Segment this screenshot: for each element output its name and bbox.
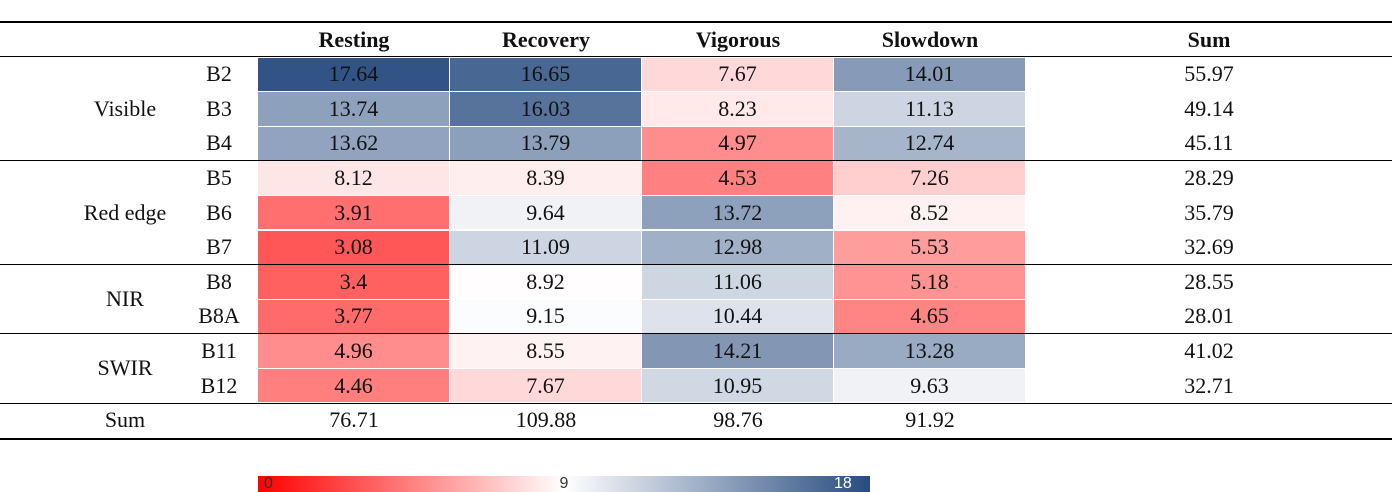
heat-cell: 4.97 <box>642 126 833 161</box>
column-sum: 98.76 <box>713 407 763 433</box>
top-rule <box>0 21 1392 23</box>
heat-cell: 8.52 <box>834 195 1025 230</box>
heat-cell: 3.77 <box>258 299 449 334</box>
colorbar-tick-label: 0 <box>264 475 273 492</box>
heat-cell: 8.55 <box>450 334 641 368</box>
row-sum: 49.14 <box>1184 95 1234 121</box>
bottom-rule <box>0 437 1392 440</box>
heat-cell: 9.63 <box>834 368 1025 403</box>
heat-cell: 13.28 <box>834 334 1025 368</box>
heat-cell: 13.74 <box>258 92 449 126</box>
heat-cell: 4.65 <box>834 299 1025 334</box>
heat-cell: 10.44 <box>642 299 833 334</box>
row-sum: 35.79 <box>1184 199 1234 225</box>
band-label: B7 <box>206 234 232 260</box>
band-label: B3 <box>206 95 232 121</box>
band-label: B6 <box>206 199 232 225</box>
heat-cell: 4.96 <box>258 334 449 368</box>
group-rule <box>0 333 1392 335</box>
sum-label: Sum <box>104 407 146 433</box>
group-label: NIR <box>106 286 144 312</box>
heat-cell: 11.06 <box>642 265 833 299</box>
heat-cell: 7.67 <box>642 57 833 92</box>
group-rule <box>0 264 1392 266</box>
colorbar-tick-label: 18 <box>834 475 852 492</box>
heat-cell: 9.15 <box>450 299 641 334</box>
heat-cell: 14.21 <box>642 334 833 368</box>
band-label: B4 <box>206 130 232 156</box>
heat-cell: 12.98 <box>642 230 833 265</box>
column-header: Resting <box>318 26 390 52</box>
column-header: Vigorous <box>695 26 781 52</box>
group-label: SWIR <box>97 355 153 381</box>
heat-cell: 5.18 <box>834 265 1025 299</box>
heat-cell: 3.08 <box>258 230 449 265</box>
band-label: B11 <box>201 338 237 364</box>
row-sum: 45.11 <box>1184 130 1234 156</box>
band-label: B8A <box>198 303 240 329</box>
column-header: Recovery <box>502 26 590 52</box>
column-sum: 76.71 <box>329 407 379 433</box>
heat-cell: 8.23 <box>642 92 833 126</box>
heat-cell: 9.64 <box>450 195 641 230</box>
band-label: B12 <box>200 372 238 398</box>
row-sum: 32.69 <box>1184 234 1234 260</box>
group-label: Visible <box>93 95 157 121</box>
band-label: B8 <box>206 268 232 294</box>
row-sum: 28.55 <box>1184 268 1234 294</box>
heat-cell: 3.4 <box>258 265 449 299</box>
band-label: B2 <box>206 61 232 87</box>
row-sum: 32.71 <box>1184 372 1234 398</box>
header-rule <box>0 56 1392 57</box>
colorbar-tick-label: 9 <box>559 475 569 492</box>
row-sum: 28.01 <box>1184 303 1234 329</box>
heat-cell: 7.26 <box>834 161 1025 195</box>
heat-cell: 13.62 <box>258 126 449 161</box>
column-sum: 91.92 <box>905 407 955 433</box>
heat-cell: 4.46 <box>258 368 449 403</box>
row-sum: 41.02 <box>1184 338 1234 364</box>
heat-cell: 12.74 <box>834 126 1025 161</box>
heat-cell: 4.53 <box>642 161 833 195</box>
heat-cell: 11.09 <box>450 230 641 265</box>
heat-cell: 17.64 <box>258 57 449 92</box>
row-sum: 28.29 <box>1184 165 1234 191</box>
group-rule <box>0 402 1392 404</box>
heat-cell: 14.01 <box>834 57 1025 92</box>
column-header: Sum <box>1187 26 1231 52</box>
column-header: Slowdown <box>881 26 979 52</box>
heat-cell: 7.67 <box>450 368 641 403</box>
heat-cell: 10.95 <box>642 368 833 403</box>
column-sum: 109.88 <box>515 407 577 433</box>
heat-cell: 16.03 <box>450 92 641 126</box>
heat-cell: 8.39 <box>450 161 641 195</box>
heat-cell: 13.79 <box>450 126 641 161</box>
heat-cell: 8.92 <box>450 265 641 299</box>
heat-cell: 5.53 <box>834 230 1025 265</box>
group-rule <box>0 160 1392 162</box>
colorbar <box>258 476 870 492</box>
heat-cell: 3.91 <box>258 195 449 230</box>
row-sum: 55.97 <box>1184 61 1234 87</box>
band-label: B5 <box>206 165 232 191</box>
group-label: Red edge <box>83 199 167 225</box>
heat-cell: 16.65 <box>450 57 641 92</box>
heat-cell: 11.13 <box>834 92 1025 126</box>
heat-cell: 8.12 <box>258 161 449 195</box>
heat-cell: 13.72 <box>642 195 833 230</box>
